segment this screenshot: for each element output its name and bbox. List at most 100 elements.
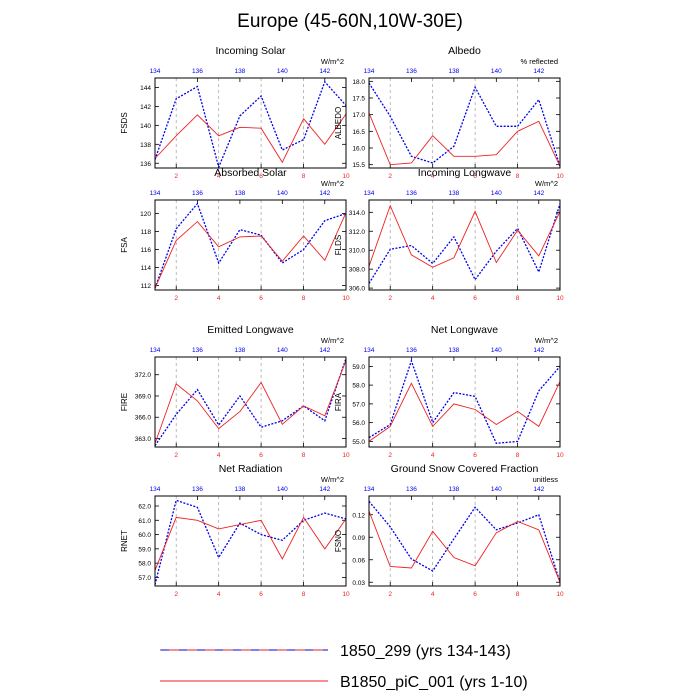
- y-axis-label: FLDS: [334, 235, 343, 255]
- series-line-model-1850-299: [368, 500, 561, 583]
- x-tick-label: 6: [259, 452, 263, 459]
- x-tick-label: 2: [388, 173, 392, 180]
- top-tick-label: 134: [150, 486, 161, 493]
- top-tick-label: 140: [491, 347, 502, 354]
- x-tick-label: 4: [431, 452, 435, 459]
- y-tick-label: 17.5: [352, 96, 365, 103]
- top-tick-label: 142: [319, 486, 330, 493]
- legend-label: B1850_piC_001 (yrs 1-10): [340, 674, 528, 691]
- y-tick-label: 306.0: [349, 286, 366, 293]
- y-axis-label: FSA: [120, 237, 129, 253]
- top-tick-label: 136: [406, 190, 417, 197]
- top-tick-label: 134: [150, 347, 161, 354]
- units-label: W/m^2: [321, 475, 344, 484]
- units-label: W/m^2: [535, 336, 558, 345]
- x-tick-label: 10: [556, 173, 564, 180]
- x-tick-label: 6: [473, 173, 477, 180]
- plot-frame: [368, 199, 561, 291]
- units-label: W/m^2: [321, 336, 344, 345]
- series-line-b1850-picontrol: [154, 360, 347, 444]
- legend-label: 1850_299 (yrs 134-143): [340, 643, 511, 660]
- x-tick-label: 10: [342, 295, 350, 302]
- top-tick-label: 142: [319, 68, 330, 75]
- panel-title: Albedo: [448, 45, 481, 57]
- y-tick-label: 312.0: [349, 229, 366, 236]
- y-tick-label: 0.09: [352, 535, 365, 542]
- y-tick-label: 140: [140, 123, 151, 130]
- top-tick-label: 142: [533, 68, 544, 75]
- x-tick-label: 2: [174, 173, 178, 180]
- x-tick-label: 8: [302, 173, 306, 180]
- plot-frame: [154, 356, 347, 448]
- series-line-model-1850-299: [154, 80, 347, 170]
- series-line-b1850-picontrol: [154, 212, 347, 289]
- series-line-b1850-picontrol: [154, 516, 347, 571]
- x-tick-label: 2: [388, 295, 392, 302]
- series-line-b1850-picontrol: [368, 510, 561, 583]
- top-tick-label: 136: [192, 347, 203, 354]
- x-tick-label: 10: [342, 591, 350, 598]
- series-line-model-1850-299: [154, 358, 347, 446]
- y-tick-label: 58.0: [138, 561, 151, 568]
- x-tick-label: 2: [388, 452, 392, 459]
- top-tick-label: 134: [364, 486, 375, 493]
- y-tick-label: 112: [141, 283, 152, 290]
- x-tick-label: 8: [302, 452, 306, 459]
- y-axis-label: ALBEDO: [334, 107, 343, 139]
- y-tick-label: 369.0: [135, 393, 152, 400]
- top-tick-label: 142: [319, 190, 330, 197]
- x-tick-label: 6: [473, 591, 477, 598]
- y-tick-label: 310.0: [349, 248, 366, 255]
- y-tick-label: 114: [141, 265, 152, 272]
- chart-panel-fsds: Incoming Solar W/m^2 FSDS 136 138 140 142 144 2 4…: [120, 45, 350, 180]
- x-tick-label: 8: [302, 591, 306, 598]
- series-line-model-1850-299: [368, 82, 561, 167]
- chart-panel-fsa: Absorbed Solar W/m^2 FSA 112 114 116 118 120 2 4 6…: [120, 167, 350, 302]
- y-tick-label: 314.0: [349, 210, 366, 217]
- y-tick-label: 0.06: [352, 557, 365, 564]
- y-tick-label: 18.0: [352, 79, 365, 86]
- y-tick-label: 16.5: [352, 129, 365, 136]
- top-tick-label: 140: [277, 347, 288, 354]
- x-tick-label: 10: [556, 452, 564, 459]
- top-tick-label: 140: [277, 68, 288, 75]
- series-line-model-1850-299: [368, 358, 561, 444]
- top-tick-label: 140: [491, 486, 502, 493]
- top-tick-label: 134: [364, 68, 375, 75]
- x-tick-label: 6: [473, 295, 477, 302]
- x-tick-label: 4: [217, 295, 221, 302]
- y-tick-label: 15.5: [352, 162, 365, 169]
- top-tick-label: 142: [533, 486, 544, 493]
- x-tick-label: 8: [516, 173, 520, 180]
- top-tick-label: 136: [406, 486, 417, 493]
- top-tick-label: 138: [448, 486, 459, 493]
- top-tick-label: 136: [406, 68, 417, 75]
- series-line-b1850-picontrol: [368, 381, 561, 442]
- y-tick-label: 58.0: [352, 383, 365, 390]
- top-tick-label: 134: [364, 347, 375, 354]
- y-tick-label: 57.0: [138, 575, 151, 582]
- x-tick-label: 8: [516, 295, 520, 302]
- chart-panel-albedo: Albedo % reflected ALBEDO 15.5 16.0 16.5 17.0 1…: [334, 45, 564, 180]
- x-tick-label: 6: [259, 295, 263, 302]
- x-tick-label: 4: [217, 591, 221, 598]
- y-tick-label: 142: [140, 104, 151, 111]
- x-tick-label: 8: [302, 295, 306, 302]
- legend: 1850_299 (yrs 134-143) B1850_piC_001 (yrs…: [160, 643, 528, 691]
- y-axis-label: FIRA: [334, 392, 343, 411]
- y-tick-label: 60.0: [138, 532, 151, 539]
- series-line-b1850-picontrol: [368, 204, 561, 268]
- top-tick-label: 142: [533, 347, 544, 354]
- top-tick-label: 138: [234, 68, 245, 75]
- chart-panel-flds: Incoming Longwave W/m^2 FLDS 306.0 308.0 310.…: [334, 167, 564, 302]
- panel-title: Ground Snow Covered Fraction: [391, 463, 539, 475]
- x-tick-label: 2: [174, 295, 178, 302]
- panel-title: Incoming Longwave: [418, 167, 512, 179]
- y-axis-label: FSDS: [120, 112, 129, 133]
- top-tick-label: 138: [448, 68, 459, 75]
- y-tick-label: 55.0: [352, 439, 365, 446]
- top-tick-label: 134: [150, 68, 161, 75]
- y-tick-label: 120: [140, 211, 151, 218]
- units-label: W/m^2: [535, 179, 558, 188]
